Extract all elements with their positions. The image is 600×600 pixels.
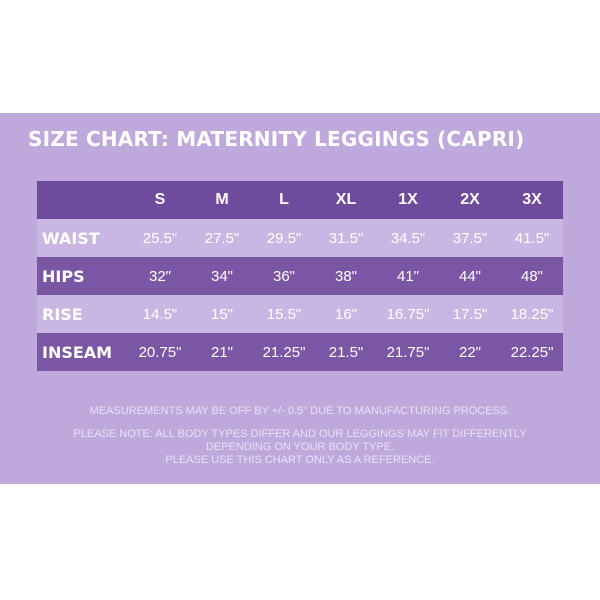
size-chart-panel [0, 113, 600, 484]
row-label: RISE [42, 304, 83, 324]
measurement-cell: 36" [272, 267, 295, 285]
measurement-cell: 18.25" [510, 305, 554, 323]
measurement-cell: 20.75" [138, 343, 182, 361]
row-label: WAIST [42, 228, 100, 248]
size-header: 3X [522, 191, 542, 208]
measurement-cell: 31.5" [328, 229, 364, 247]
note-reference: PLEASE USE THIS CHART ONLY AS A REFERENC… [165, 454, 435, 466]
measurement-cell: 27.5" [204, 229, 240, 247]
header-corner [37, 181, 129, 219]
size-header: S [154, 191, 166, 208]
measurement-cell: 21.5" [328, 343, 364, 361]
size-table: S M L XL 1X 2X 3X WAIST 25.5" 27.5" 29.5… [37, 181, 563, 371]
table-row-inseam: INSEAM 20.75" 21" 21.25" 21.5" 21.75" 22… [37, 333, 563, 371]
size-header-row: S M L XL 1X 2X 3X [37, 181, 563, 219]
table-row-hips: HIPS 32" 34" 36" 38" 41" 44" 48" [37, 257, 563, 295]
measurement-cell: 16" [334, 305, 357, 323]
note-body-types-cont: DEPENDING ON YOUR BODY TYPE. [205, 441, 395, 453]
measurement-cell: 22" [458, 343, 481, 361]
size-header: 2X [460, 191, 480, 208]
row-label: INSEAM [42, 342, 113, 362]
measurement-cell: 34.5" [390, 229, 426, 247]
measurement-cell: 38" [334, 267, 357, 285]
measurement-cell: 21.25" [262, 343, 306, 361]
row-label: HIPS [42, 266, 85, 286]
measurement-cell: 41" [396, 267, 419, 285]
measurement-cell: 15.5" [266, 305, 302, 323]
table-row-waist: WAIST 25.5" 27.5" 29.5" 31.5" 34.5" 37.5… [37, 219, 563, 257]
measurement-cell: 48" [520, 267, 543, 285]
chart-title: SIZE CHART: MATERNITY LEGGINGS (CAPRI) [28, 127, 525, 151]
note-tolerance: MEASUREMENTS MAY BE OFF BY +/- 0.5" DUE … [89, 405, 511, 417]
measurement-cell: 16.75" [386, 305, 430, 323]
size-header: XL [335, 191, 357, 208]
measurement-cell: 21.75" [386, 343, 430, 361]
measurement-cell: 34" [210, 267, 233, 285]
measurement-cell: 14.5" [142, 305, 178, 323]
size-header: M [215, 191, 229, 208]
measurement-cell: 17.5" [452, 305, 488, 323]
measurement-cell: 15" [210, 305, 233, 323]
measurement-cell: 29.5" [266, 229, 302, 247]
measurement-cell: 44" [458, 267, 481, 285]
measurement-cell: 22.25" [510, 343, 554, 361]
disclaimer-notes: MEASUREMENTS MAY BE OFF BY +/- 0.5" DUE … [0, 405, 600, 467]
measurement-cell: 25.5" [142, 229, 178, 247]
table-row-rise: RISE 14.5" 15" 15.5" 16" 16.75" 17.5" 18… [37, 295, 563, 333]
measurement-cell: 32" [148, 267, 171, 285]
measurement-cell: 41.5" [514, 229, 550, 247]
measurement-cell: 37.5" [452, 229, 488, 247]
size-header: 1X [398, 191, 418, 208]
measurement-cell: 21" [210, 343, 233, 361]
note-body-types: PLEASE NOTE: ALL BODY TYPES DIFFER AND O… [73, 428, 527, 440]
size-header: L [279, 191, 289, 208]
note-spacer [0, 418, 600, 428]
